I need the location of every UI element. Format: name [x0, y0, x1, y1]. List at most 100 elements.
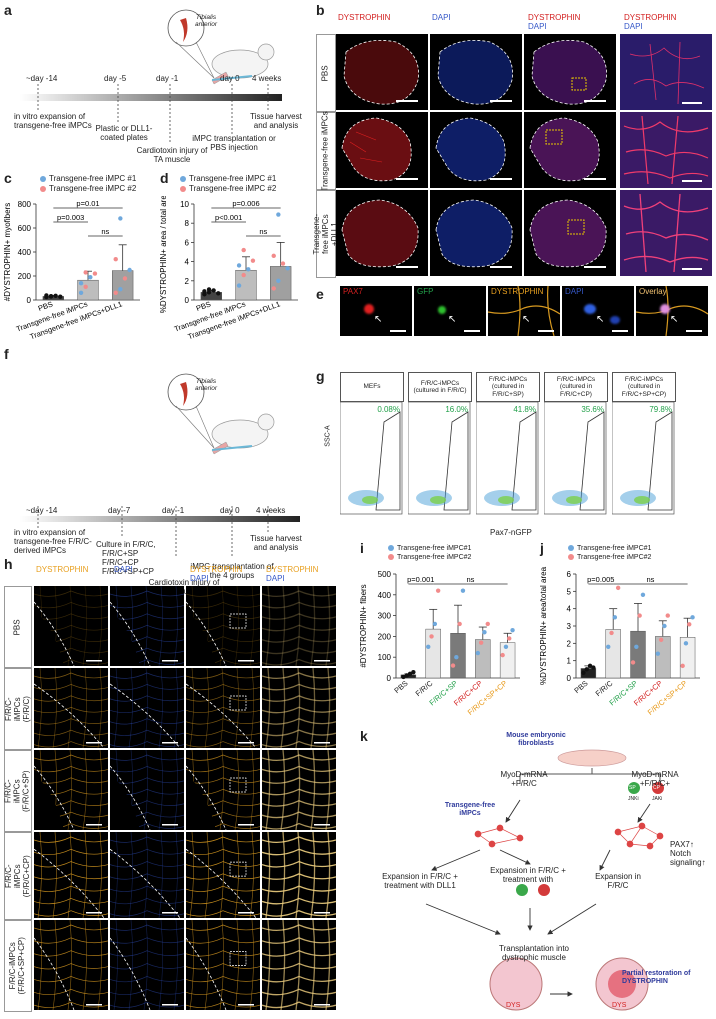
- tissue-fiber: [67, 920, 72, 1010]
- legend-dot-red: [40, 185, 46, 192]
- tissue-fiber: [310, 920, 316, 1010]
- j-legend-1: Transgene-free iMPC#1: [568, 545, 651, 553]
- h-img-r3-c0: [34, 832, 108, 918]
- p-value-label: ns: [466, 575, 474, 584]
- data-point: [271, 253, 276, 259]
- tissue-fiber: [34, 963, 108, 970]
- data-point: [118, 287, 123, 292]
- tissue-border: [186, 765, 227, 830]
- k-label-pax7: PAX7↑ Notch signaling↑: [670, 840, 706, 868]
- data-point: [48, 293, 54, 299]
- tissue-fiber: [186, 695, 260, 702]
- tissue-fiber: [249, 832, 254, 918]
- tissue-fiber: [186, 988, 260, 996]
- tissue-edge: [110, 774, 140, 830]
- tissue-fiber: [97, 750, 102, 830]
- step-a-4: Tissue harvest and analysis: [250, 112, 302, 131]
- data-point: [271, 286, 276, 291]
- data-point: [606, 644, 611, 649]
- tissue-fiber: [295, 920, 301, 1010]
- k-cp-label-1: CP: [653, 785, 660, 791]
- tissue-fiber: [265, 920, 271, 1010]
- tissue-fiber: [262, 1001, 336, 1009]
- tissue-fiber: [110, 695, 184, 702]
- tissue-fiber: [173, 586, 178, 666]
- tissue-fiber: [219, 920, 224, 1010]
- tissue-fiber: [52, 920, 57, 1010]
- tissue-fiber: [262, 695, 336, 702]
- tissue-fiber: [325, 586, 331, 666]
- h-img-r3-c2: [186, 832, 260, 918]
- facs-gate: [647, 411, 673, 511]
- data-point: [53, 293, 58, 298]
- tissue-fiber: [186, 613, 260, 620]
- data-point: [426, 644, 431, 649]
- chart-j: 0 1 2 3 4 5 6 %DYSTROPHIN+ area/total area PBS F/…: [539, 566, 700, 717]
- data-point: [658, 637, 664, 643]
- e-img-overlay: Overlay ↖: [636, 286, 708, 336]
- tissue-fiber: [262, 590, 336, 598]
- p-value-label: p=0.001: [407, 575, 434, 584]
- data-point: [127, 267, 132, 273]
- tissue-border: [186, 683, 257, 748]
- step-f-1: Culture in F/R/C,: [96, 540, 156, 549]
- tissue-fiber: [310, 586, 316, 666]
- y-tick-label: 0: [567, 674, 572, 683]
- data-point: [113, 257, 118, 262]
- scale-bar: [682, 180, 702, 182]
- y-tick-label: 2: [185, 277, 190, 286]
- g-box-1: F/R/C-iMPCs (cultured in F/R/C): [408, 372, 472, 402]
- y-tick-label: 300: [378, 612, 392, 621]
- panel-label-j: j: [540, 540, 544, 556]
- h-row-label-4: F/R/C-iMPCs (F/R/C+SP+CP): [4, 920, 32, 1012]
- chart-i: 0 100 200 300 400 500 #DYSTROPHIN+ fibers PBS F/…: [359, 570, 520, 717]
- timepoint-a-2: day -1: [156, 74, 179, 83]
- data-point: [687, 622, 692, 627]
- data-point: [122, 276, 128, 281]
- data-point: [241, 247, 246, 253]
- tissue-fiber: [34, 754, 108, 761]
- data-point: [587, 663, 593, 669]
- data-point: [241, 272, 246, 278]
- tissue-fiber: [234, 586, 239, 666]
- tissue-fiber: [158, 586, 163, 666]
- b-row-label-1: Transgene-free iMPCs: [316, 111, 336, 191]
- sp-circle-icon: [516, 884, 528, 896]
- y-tick-label: 1: [567, 657, 572, 666]
- tissue-fiber: [186, 910, 260, 917]
- p-value-label: p=0.005: [587, 575, 614, 584]
- tissue-fiber: [262, 658, 336, 666]
- zoom-box: [229, 777, 247, 793]
- tissue-fiber: [295, 668, 301, 748]
- tissue-fiber: [52, 668, 57, 748]
- tissue-fiber: [82, 750, 87, 830]
- tissue-fiber: [143, 750, 148, 830]
- e-img-pax7: PAX7 ↖: [340, 286, 412, 336]
- tissue-fiber: [262, 811, 336, 819]
- tissue-fiber: [110, 848, 184, 856]
- tissue-fiber: [186, 590, 260, 597]
- tissue-fiber: [219, 668, 224, 748]
- scale-bar: [238, 1004, 254, 1006]
- x-tick-label: F/R/C: [594, 678, 615, 698]
- tissue-fiber: [37, 920, 42, 1010]
- tissue-fiber: [34, 950, 108, 957]
- tissue-fiber: [186, 672, 260, 679]
- e-img-dys: DYSTROPHIN ↖: [488, 286, 560, 336]
- i-legend-2: Transgene-free iMPC#2: [388, 554, 471, 562]
- data-point: [236, 283, 242, 288]
- tissue-fiber: [249, 668, 254, 748]
- data-point: [83, 270, 88, 275]
- scale-bar: [86, 912, 102, 914]
- tissue-fiber: [110, 1001, 184, 1008]
- scale-bar: [396, 178, 418, 180]
- tissue-fiber: [110, 898, 184, 905]
- g-box-2: F/R/C-iMPCs (cultured in F/R/C+SP): [476, 372, 540, 402]
- panel-label-b: b: [316, 2, 325, 18]
- data-point: [276, 212, 281, 217]
- p-value-label: p=0.003: [57, 213, 84, 222]
- tissue-fiber: [110, 910, 184, 917]
- tissue-fiber: [110, 861, 184, 868]
- scale-bar: [86, 660, 102, 662]
